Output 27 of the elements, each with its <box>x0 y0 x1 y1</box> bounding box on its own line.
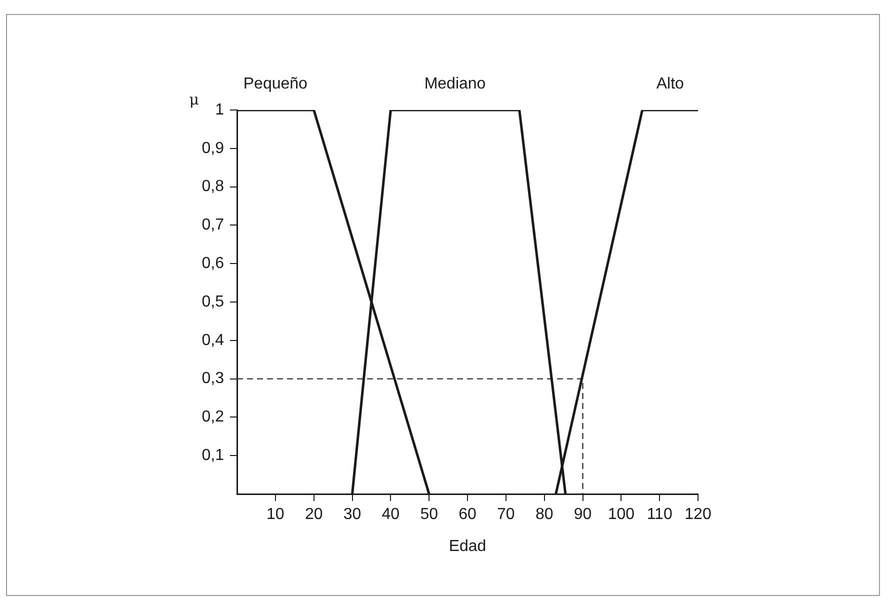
y-tick-label: 1 <box>215 101 224 118</box>
x-tick-label: 30 <box>343 506 362 524</box>
y-tick-label: 0,8 <box>202 178 224 196</box>
y-tick-label: 0,2 <box>202 408 224 426</box>
x-tick-label: 120 <box>684 506 712 524</box>
x-tick-label: 60 <box>458 506 476 524</box>
y-tick-label: 0,3 <box>202 370 224 388</box>
y-tick-label: 0,6 <box>202 255 224 272</box>
x-tick-label: 40 <box>382 506 400 524</box>
y-tick-label: 0,4 <box>202 332 224 349</box>
x-tick-label: 80 <box>535 506 554 524</box>
series-label: Alto <box>656 75 684 92</box>
x-tick-label: 70 <box>497 506 515 524</box>
x-tick-label: 20 <box>304 506 323 524</box>
x-tick-label: 10 <box>266 506 284 524</box>
series-label: Mediano <box>424 75 486 92</box>
series-label: Pequeño <box>243 75 308 92</box>
x-axis-title: Edad <box>448 538 486 555</box>
y-tick-label: 0,5 <box>202 293 224 310</box>
x-tick-label: 50 <box>420 506 438 524</box>
x-tick-label: 110 <box>646 506 672 524</box>
y-tick-label: 0,9 <box>202 140 224 157</box>
y-tick-label: 0,7 <box>202 216 224 234</box>
x-tick-label: 90 <box>574 506 592 524</box>
y-axis-title: μ <box>189 90 200 108</box>
y-tick-label: 0,1 <box>202 447 224 464</box>
x-tick-label: 100 <box>608 506 635 524</box>
